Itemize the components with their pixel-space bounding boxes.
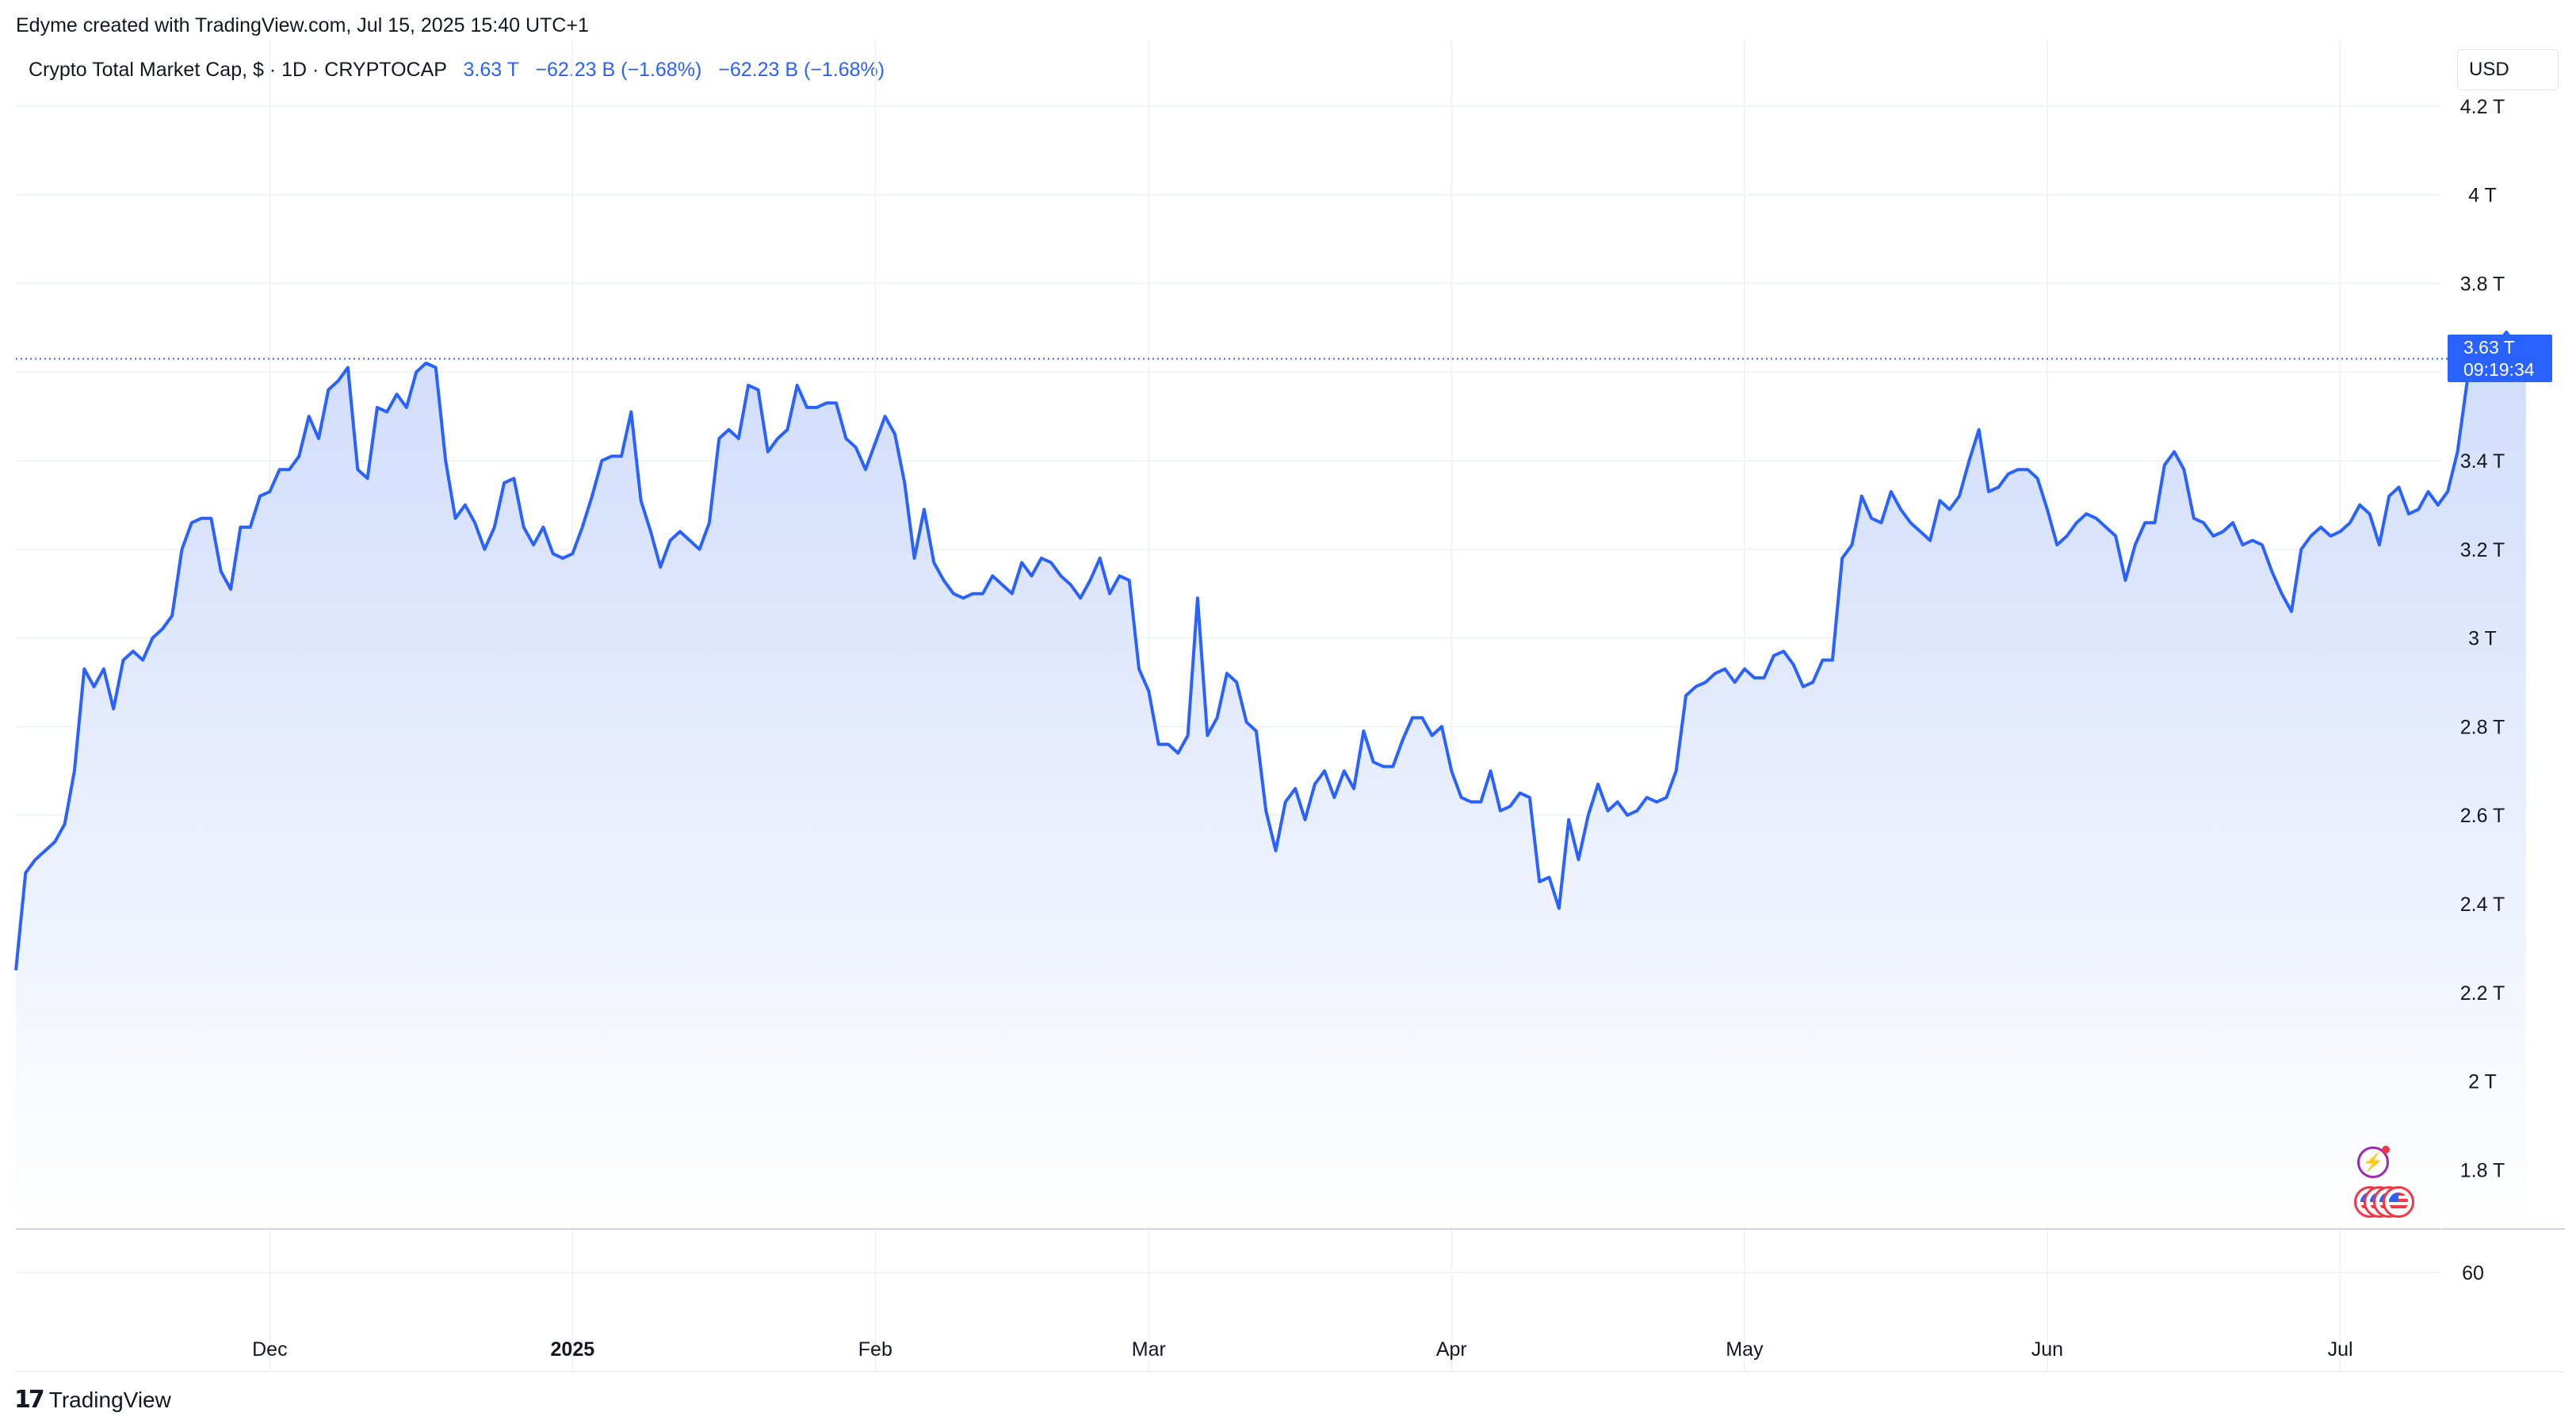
y-tick-label: 1.8 T [2460, 1159, 2505, 1181]
symbol-legend: Crypto Total Market Cap, $ · 1D · CRYPTO… [29, 59, 885, 82]
us-flag-icon[interactable] [2383, 1186, 2414, 1218]
y-tick-label: 4.2 T [2460, 96, 2505, 118]
y-tick-label: 3.4 T [2460, 450, 2505, 473]
currency-selector-button[interactable]: USD [2457, 49, 2559, 90]
legend-last-value: 3.63 T [463, 59, 519, 81]
y-tick-label: 4 T [2468, 185, 2497, 207]
x-tick-label: May [1726, 1338, 1764, 1361]
y-tick-label: 2.6 T [2460, 805, 2505, 827]
tradingview-wordmark: TradingView [48, 1387, 171, 1412]
y-tick-label: 3.2 T [2460, 539, 2505, 561]
y-tick-label: 2.4 T [2460, 894, 2505, 916]
y-tick-label: 3 T [2468, 628, 2497, 650]
x-tick-label: 2025 [551, 1338, 595, 1361]
tradingview-logo[interactable]: 17 TradingView [14, 1386, 171, 1414]
area-series [14, 330, 2530, 1227]
x-tick-label: Jul [2328, 1338, 2353, 1361]
lightning-event-icon[interactable]: ⚡ [2357, 1146, 2390, 1178]
legend-change: −62.23 B (−1.68%) [535, 59, 702, 81]
x-tick-label: Jun [2031, 1338, 2063, 1361]
y-tick-label: 3.8 T [2460, 273, 2505, 295]
chart-attribution: Edyme created with TradingView.com, Jul … [16, 14, 589, 36]
price-line[interactable] [14, 330, 2528, 970]
volume-pane-axis: 60 [2462, 1262, 2484, 1284]
tradingview-logo-icon: 17 [14, 1386, 45, 1414]
economic-events-flags[interactable] [2354, 1186, 2425, 1221]
legend-change-2: −62.23 B (−1.68%) [718, 59, 885, 81]
time-axis[interactable]: Dec 2025 Feb Mar Apr May Jun Jul [252, 1338, 2352, 1361]
symbol-title[interactable]: Crypto Total Market Cap, $ · 1D · CRYPTO… [29, 59, 447, 81]
bar-countdown: 09:19:34 [2463, 359, 2535, 381]
x-tick-label: Apr [1436, 1338, 1467, 1361]
y-tick-label: 2.2 T [2460, 982, 2505, 1005]
y-tick-label: 2 T [2468, 1071, 2497, 1093]
last-price-badge: 3.63 T 09:19:34 [2448, 335, 2552, 383]
x-tick-label: Dec [252, 1338, 287, 1361]
x-tick-label: Feb [858, 1338, 892, 1361]
x-tick-label: Mar [1132, 1338, 1166, 1361]
area-fill [16, 331, 2526, 1227]
volume-tick-label: 60 [2462, 1262, 2484, 1284]
last-price-value: 3.63 T [2463, 337, 2515, 358]
y-tick-label: 2.8 T [2460, 716, 2505, 738]
price-axis[interactable]: 1.8 T 2 T 2.2 T 2.4 T 2.6 T 2.8 T 3 T 3.2 T 3.4 … [2460, 96, 2505, 1181]
event-dot [2382, 1146, 2390, 1154]
